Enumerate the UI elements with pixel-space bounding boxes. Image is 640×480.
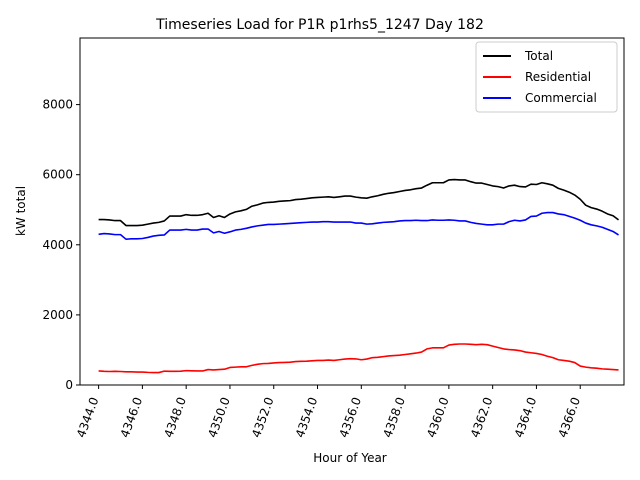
y-tick-label: 0 <box>65 378 73 392</box>
series-line-residential <box>98 343 619 374</box>
legend-label-total: Total <box>524 49 553 63</box>
y-axis-label: kW total <box>14 186 28 236</box>
legend: Total Residential Commercial <box>475 41 618 113</box>
legend-label-residential: Residential <box>525 70 591 84</box>
legend-label-commercial: Commercial <box>525 91 597 105</box>
x-axis-label: Hour of Year <box>313 451 387 465</box>
series-line-total <box>98 178 620 227</box>
plot-frame <box>79 37 625 386</box>
y-tick-label: 4000 <box>42 238 73 252</box>
legend-box <box>475 41 618 113</box>
y-axis: 0 2000 4000 6000 8000 <box>42 98 80 392</box>
y-tick-label: 6000 <box>42 168 73 182</box>
series-layer <box>98 178 620 374</box>
y-tick-label: 8000 <box>42 98 73 112</box>
y-tick-label: 2000 <box>42 308 73 322</box>
chart-title: Timeseries Load for P1R p1rhs5_1247 Day … <box>155 17 484 33</box>
legend-entries: Total Residential Commercial <box>483 49 597 105</box>
series-line-commercial <box>98 211 619 240</box>
